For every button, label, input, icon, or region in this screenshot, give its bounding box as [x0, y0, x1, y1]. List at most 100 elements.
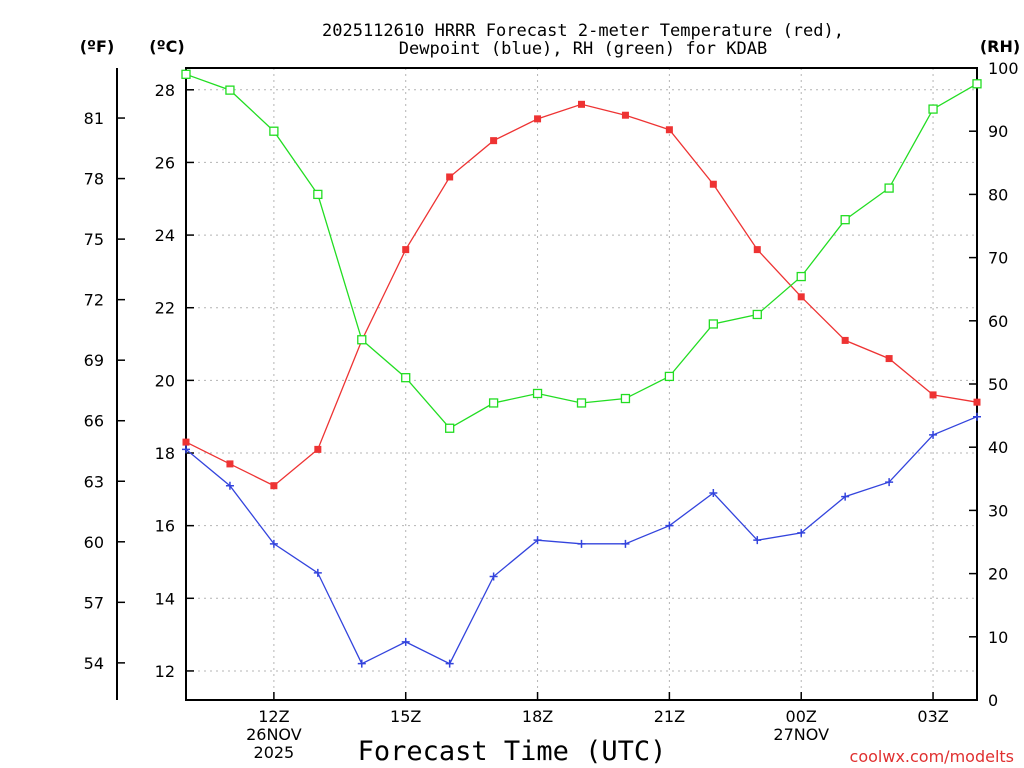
celsius-unit-label: (ºC) [149, 37, 184, 56]
rh-point [796, 271, 806, 282]
rh-tick-label: 100 [988, 59, 1019, 78]
rh-point [488, 398, 499, 408]
rh-tick-label: 60 [988, 312, 1008, 331]
rh-point [664, 371, 675, 382]
temperature-point [270, 482, 278, 490]
celsius-tick-label: 18 [155, 444, 175, 463]
dewpoint-point [709, 488, 718, 497]
rh-point [620, 393, 631, 404]
temperature-point [665, 126, 673, 134]
celsius-tick-label: 20 [155, 371, 175, 390]
rh-tick-label: 30 [988, 501, 1008, 520]
rh-point [181, 69, 191, 79]
rh-point [225, 85, 235, 95]
temperature-point [534, 115, 542, 123]
rh-point [576, 398, 587, 408]
x-tick-label: 26NOV [246, 725, 302, 744]
dewpoint-point [665, 521, 674, 530]
fahrenheit-tick-label: 57 [84, 593, 104, 612]
rh-tick-label: 80 [988, 185, 1008, 204]
celsius-tick-label: 26 [155, 153, 175, 172]
dewpoint-point [225, 481, 234, 490]
rh-point [840, 215, 850, 225]
dewpoint-point [753, 536, 762, 545]
temperature-point [841, 336, 849, 344]
rh-tick-label: 90 [988, 122, 1008, 141]
x-tick-label: 15Z [390, 707, 421, 726]
x-tick-label: 2025 [254, 743, 295, 762]
temperature-point [314, 445, 322, 453]
fahrenheit-tick-label: 54 [84, 654, 104, 673]
rh-point [708, 319, 718, 329]
chart-title-line-2: Dewpoint (blue), RH (green) for KDAB [399, 39, 767, 59]
rh-tick-label: 50 [988, 375, 1008, 394]
rh-tick-label: 70 [988, 249, 1008, 268]
rh-unit-label: (RH) [980, 37, 1020, 56]
rh-tick-label: 10 [988, 628, 1008, 647]
rh-tick-label: 40 [988, 438, 1008, 457]
dewpoint-point [445, 659, 454, 668]
temperature-point [182, 438, 190, 446]
x-tick-label: 18Z [522, 707, 553, 726]
x-tick-label: 03Z [917, 707, 948, 726]
rh-point [401, 373, 411, 383]
dewpoint-point [269, 539, 278, 548]
x-axis-title: Forecast Time (UTC) [358, 736, 667, 767]
dewpoint-point [489, 572, 498, 581]
rh-point [445, 423, 455, 433]
temperature-point [578, 100, 585, 108]
dewpoint-point [533, 536, 542, 545]
watermark: coolwx.com/modelts [850, 747, 1014, 766]
temperature-point [621, 111, 629, 119]
rh-point [532, 388, 543, 399]
dewpoint-point [885, 478, 894, 487]
rh-point [928, 104, 938, 114]
fahrenheit-tick-label: 72 [84, 291, 104, 310]
celsius-tick-label: 28 [155, 81, 175, 100]
rh-tick-label: 20 [988, 565, 1008, 584]
temperature-point [753, 246, 761, 254]
dewpoint-point [797, 528, 806, 537]
celsius-tick-label: 16 [155, 517, 175, 536]
fahrenheit-tick-label: 60 [84, 533, 104, 552]
x-tick-label: 21Z [654, 707, 685, 726]
x-tick-label: 00Z [786, 707, 817, 726]
temperature-point [490, 137, 498, 145]
fahrenheit-tick-label: 69 [84, 351, 104, 370]
rh-point [357, 335, 367, 345]
chart-title-line-1: 2025112610 HRRR Forecast 2-meter Tempera… [322, 21, 844, 41]
dewpoint-point [577, 539, 586, 548]
celsius-tick-label: 14 [155, 589, 175, 608]
rh-point [884, 183, 894, 193]
temperature-point [929, 391, 937, 399]
celsius-tick-label: 24 [155, 226, 175, 245]
temperature-point [446, 173, 454, 181]
dewpoint-point [313, 568, 322, 577]
fahrenheit-tick-label: 81 [84, 109, 104, 128]
fahrenheit-tick-label: 66 [84, 412, 104, 431]
temperature-point [226, 460, 234, 468]
dewpoint-point [182, 445, 190, 454]
rh-point [972, 79, 982, 89]
fahrenheit-tick-label: 78 [84, 170, 104, 189]
dewpoint-point [929, 430, 938, 439]
x-tick-label: 27NOV [773, 725, 829, 744]
temperature-point [973, 398, 981, 406]
fahrenheit-tick-label: 63 [84, 472, 104, 491]
data-series [181, 69, 982, 668]
dewpoint-series [182, 412, 981, 668]
celsius-tick-label: 22 [155, 299, 175, 318]
temperature-point [709, 180, 717, 188]
rh-series [181, 69, 982, 433]
x-tick-label: 12Z [258, 707, 289, 726]
dewpoint-point [841, 492, 850, 501]
temperature-point [797, 293, 805, 301]
temperature-point [402, 246, 410, 254]
temperature-point [885, 355, 893, 363]
dewpoint-point [401, 637, 410, 646]
rh-point [752, 309, 762, 320]
celsius-tick-label: 12 [155, 662, 175, 681]
